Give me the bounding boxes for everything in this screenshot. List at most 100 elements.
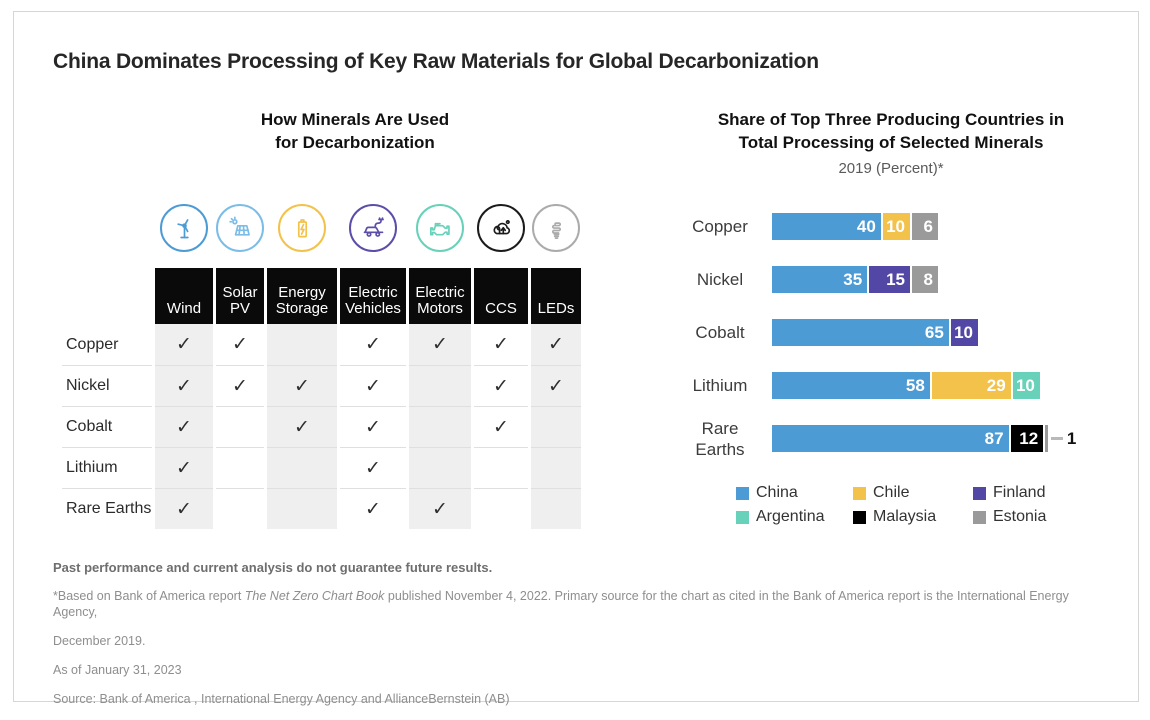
- disclaimer-text: Past performance and current analysis do…: [53, 560, 493, 575]
- check-cell-copper-wind: ✓: [155, 324, 213, 365]
- bar-segment-nickel-estonia: 8: [911, 266, 938, 293]
- legend-item-finland: Finland: [973, 484, 1083, 502]
- empty-cell-lithium-ccs: [474, 447, 528, 488]
- check-cell-nickel-leds: ✓: [531, 365, 581, 406]
- bar-value-lithium-argentina: 10: [1015, 375, 1035, 395]
- legend-swatch-chile: [853, 486, 866, 500]
- bar-segment-lithium-argentina: 10: [1012, 372, 1040, 399]
- check-cell-nickel-energy-storage: ✓: [267, 365, 337, 406]
- engine-icon: [429, 222, 450, 236]
- bar-value-nickel-estonia: 8: [923, 269, 933, 289]
- icon-cell-electric-motors: [409, 204, 471, 268]
- legend-item-estonia: Estonia: [973, 508, 1083, 526]
- carbon-capture-icon: [493, 219, 510, 234]
- column-header-solar-pv: Solar PV: [216, 268, 264, 324]
- check-cell-nickel-wind: ✓: [155, 365, 213, 406]
- battery-icon: [297, 218, 307, 237]
- legend-label-estonia: Estonia: [993, 508, 1047, 525]
- bar-value-rare-earths-estonia-outside: 1: [1066, 428, 1077, 448]
- wind-turbine-icon: [176, 218, 189, 238]
- check-cell-copper-ccs: ✓: [493, 334, 509, 355]
- bar-value-lithium-china: 58: [905, 375, 925, 395]
- share-chart-title-line2: Total Processing of Selected Minerals: [738, 133, 1044, 152]
- bar-segment-copper-estonia: 6: [911, 213, 938, 240]
- legend-item-china: China: [736, 484, 853, 502]
- icon-cell-energy-storage: [267, 204, 337, 268]
- solar-pv-icon-circle: [216, 204, 264, 252]
- icon-cell-ccs: [474, 204, 528, 268]
- bar-segment-lithium-chile: 29: [931, 372, 1011, 399]
- bar-row-rare-earths: Rare Earths 87 12 1: [680, 419, 1077, 459]
- table-corner-spacer: [62, 204, 152, 268]
- check-cell-rare-earths-electric-vehicles: ✓: [340, 488, 406, 529]
- check-cell-cobalt-ccs: ✓: [474, 406, 528, 447]
- bar-track-rare-earths: 87 12: [772, 425, 1048, 452]
- empty-cell-rare-earths-leds: [531, 488, 581, 529]
- bar-segment-nickel-finland: 15: [869, 266, 910, 293]
- icon-cell-leds: [531, 204, 581, 268]
- column-header-leds: LEDs: [531, 268, 581, 324]
- bar-category-label-cobalt: Cobalt: [695, 323, 745, 342]
- bar-row-lithium: Lithium 58 29 10: [680, 372, 1040, 399]
- legend-item-argentina: Argentina: [736, 508, 853, 526]
- footnote-suffix: published November 4, 2022. Primary sour…: [53, 589, 1069, 619]
- leds-icon-circle: [532, 204, 580, 252]
- empty-cell-copper-energy-storage: [267, 324, 337, 365]
- check-cell-nickel-solar-pv: ✓: [216, 365, 264, 406]
- source-line: Source: Bank of America , International …: [53, 692, 510, 706]
- row-label-nickel: Nickel: [62, 365, 152, 406]
- column-header-ccs: CCS: [474, 268, 528, 324]
- bar-row-cobalt: Cobalt 65 10: [680, 319, 978, 346]
- bar-segment-copper-chile: 10: [882, 213, 910, 240]
- bar-category-label-lithium: Lithium: [692, 376, 748, 395]
- minerals-usage-table: Wind Solar PV Energy Storage Electric Vehic…: [62, 204, 581, 529]
- bar-track-nickel: 35 15 8: [772, 266, 938, 293]
- legend-label-finland: Finland: [993, 484, 1046, 501]
- check-cell-copper-leds: ✓: [531, 324, 581, 365]
- bar-segment-nickel-china: 35: [772, 266, 868, 293]
- usage-table-title-line2: for Decarbonization: [275, 133, 435, 152]
- bar-value-copper-china: 40: [856, 216, 876, 236]
- icon-cell-electric-vehicles: [340, 204, 406, 268]
- as-of-date: As of January 31, 2023: [53, 663, 182, 677]
- legend-label-china: China: [756, 484, 798, 501]
- empty-cell-rare-earths-energy-storage: [267, 488, 337, 529]
- bar-segment-rare-earths-malaysia: 12: [1010, 425, 1044, 452]
- check-cell-copper-electric-vehicles: ✓: [365, 334, 381, 355]
- bar-row-nickel: Nickel 35 15 8: [680, 266, 938, 293]
- empty-cell-rare-earths-solar-pv: [216, 488, 264, 529]
- footnote-prefix: *Based on Bank of America report: [53, 589, 245, 603]
- legend-label-argentina: Argentina: [756, 508, 825, 525]
- empty-cell-nickel-electric-motors: [409, 365, 471, 406]
- table-corner-spacer-2: [62, 268, 152, 324]
- bar-track-cobalt: 65 10: [772, 319, 978, 346]
- bar-value-rare-earths-malaysia: 12: [1019, 428, 1039, 448]
- bar-segment-lithium-china: 58: [772, 372, 930, 399]
- share-chart-title: Share of Top Three Producing Countries i…: [683, 108, 1099, 180]
- empty-cell-lithium-leds: [531, 447, 581, 488]
- legend-swatch-finland: [973, 486, 986, 500]
- icon-cell-wind: [155, 204, 213, 268]
- usage-table-title-line1: How Minerals Are Used: [260, 110, 450, 129]
- bar-value-copper-chile: 10: [886, 216, 905, 236]
- solar-panel-icon: [228, 216, 250, 236]
- column-header-energy-storage: Energy Storage: [267, 268, 337, 324]
- footnote-report-title: The Net Zero Chart Book: [244, 589, 385, 603]
- footnote-date-line: December 2019.: [53, 634, 146, 648]
- electric-vehicles-icon-circle: [349, 204, 397, 252]
- empty-cell-rare-earths-ccs: [474, 488, 528, 529]
- electric-car-icon: [363, 216, 384, 237]
- row-label-lithium: Lithium: [62, 447, 152, 488]
- bar-value-cobalt-china: 65: [924, 322, 944, 342]
- electric-motors-icon-circle: [416, 204, 464, 252]
- check-cell-lithium-electric-vehicles: ✓: [340, 447, 406, 488]
- check-cell-cobalt-wind: ✓: [155, 406, 213, 447]
- check-cell-copper-solar-pv: ✓: [232, 334, 248, 355]
- legend-label-malaysia: Malaysia: [873, 508, 937, 525]
- bar-value-lithium-chile: 29: [986, 375, 1006, 395]
- icon-cell-solar-pv: [216, 204, 264, 268]
- legend-item-malaysia: Malaysia: [853, 508, 973, 526]
- bar-track-lithium: 58 29 10: [772, 372, 1040, 399]
- legend-swatch-argentina: [736, 510, 749, 524]
- column-header-electric-motors: Electric Motors: [409, 268, 471, 324]
